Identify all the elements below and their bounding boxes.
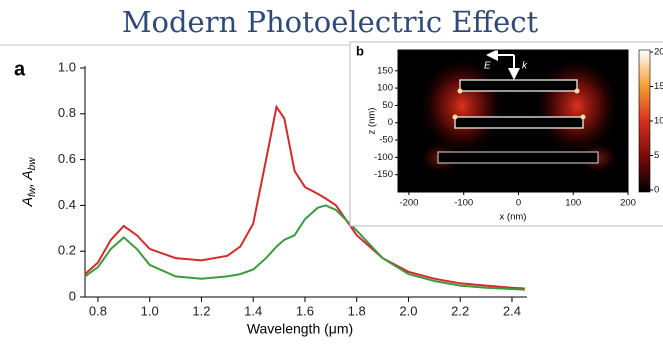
field-glow: E k <box>420 49 619 174</box>
y-tick-label: 0.4 <box>58 197 76 212</box>
x-tick-label: 1.0 <box>141 303 159 318</box>
y-tick-label: 0.8 <box>58 105 76 120</box>
x-tick-label: 2.0 <box>399 303 417 318</box>
hotspot <box>574 88 580 94</box>
x-tick-label: -200 <box>399 198 418 209</box>
y-tick-label: 0 <box>388 117 393 128</box>
y-tick-label: 1.0 <box>58 59 76 74</box>
y-axis-label: z (nm) <box>367 108 378 135</box>
nanobar <box>437 151 599 164</box>
y-tick-label: 0 <box>69 288 76 303</box>
y-tick-label: 0.2 <box>58 243 76 258</box>
slide-title: Modern Photoelectric Effect <box>122 5 539 39</box>
x-tick-label: 200 <box>620 198 636 209</box>
colorbar-tick-label: 10 <box>654 116 663 127</box>
x-tick-label: -100 <box>454 198 473 209</box>
colorbar <box>638 49 651 193</box>
plot-b: -200 -100 0 100 200 -150 -100 -50 0 50 100 150 0 5 10 1… <box>374 47 663 209</box>
plot-a: 0 0.2 0.4 0.6 0.8 1.0 0.8 1.0 1.2 1.4 1.6 1.8 2.0 2.2… <box>58 59 525 318</box>
glow <box>420 58 504 154</box>
colorbar-tick-label: 20 <box>654 47 663 58</box>
y-label-part: A <box>19 197 35 207</box>
x-tick-label: 1.6 <box>296 303 314 318</box>
y-axis-label: Afw, Abw <box>19 157 38 208</box>
x-tick-label: 2.4 <box>503 303 521 318</box>
y-tick-label: -100 <box>374 152 393 163</box>
x-tick-label: 100 <box>565 198 581 209</box>
x-axis-label: x (nm) <box>500 212 527 223</box>
y-tick-label: 150 <box>377 65 393 76</box>
x-tick-label: 1.4 <box>244 303 262 318</box>
annotation: E <box>484 61 491 72</box>
data-line <box>84 104 525 290</box>
y-label-part: bw <box>27 157 38 171</box>
y-tick-label: 100 <box>377 83 393 94</box>
x-axis-label: Wavelength (μm) <box>247 321 353 337</box>
nanobar <box>459 79 578 92</box>
colorbar-tick-label: 0 <box>654 185 659 196</box>
hotspot <box>580 114 586 120</box>
heatmap-frame <box>397 49 629 193</box>
hotspot <box>452 114 458 120</box>
annotation: k <box>522 61 528 72</box>
hotspot <box>457 88 463 94</box>
x-tick-label: 0 <box>516 198 521 209</box>
y-tick-label: 50 <box>382 100 393 111</box>
x-tick-label: 1.8 <box>348 303 366 318</box>
nanobar <box>454 116 584 129</box>
y-label-part: fw <box>27 186 38 197</box>
panel-label: b <box>356 43 364 58</box>
y-tick-label: 0.6 <box>58 151 76 166</box>
x-tick-label: 0.8 <box>89 303 107 318</box>
x-tick-label: 2.2 <box>451 303 469 318</box>
data-line <box>84 204 525 291</box>
x-tick-label: 1.2 <box>192 303 210 318</box>
y-label-part: , A <box>19 170 35 187</box>
y-tick-label: -50 <box>379 135 393 146</box>
y-tick-label: -150 <box>374 169 393 180</box>
panel-label: a <box>14 58 26 80</box>
colorbar-tick-label: 5 <box>654 150 659 161</box>
colorbar-tick-label: 15 <box>654 81 663 92</box>
glow <box>535 58 619 154</box>
